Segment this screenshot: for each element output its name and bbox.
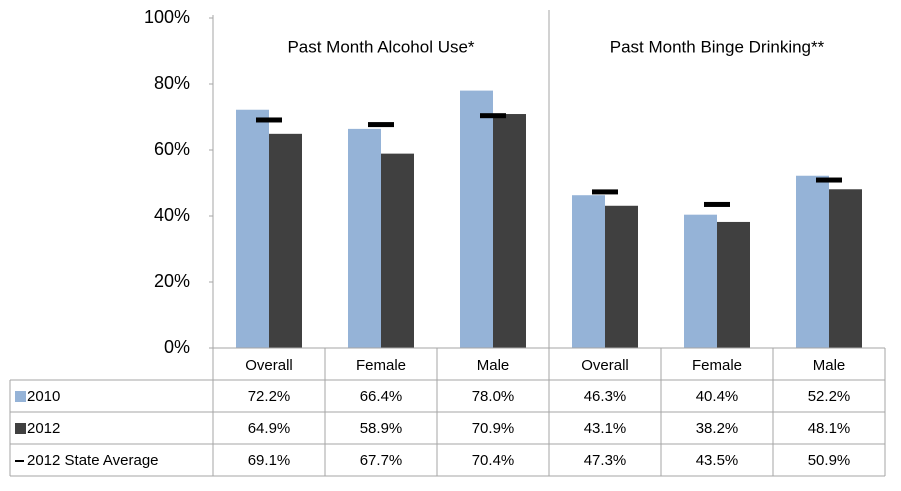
table-value: 48.1% xyxy=(808,420,851,437)
legend-swatch xyxy=(15,391,26,402)
table-value: 43.1% xyxy=(584,420,627,437)
legend-label: 2012 xyxy=(27,420,60,437)
group-label: Past Month Binge Drinking** xyxy=(610,37,825,56)
state-average-marker xyxy=(816,177,842,183)
y-tick-label: 0% xyxy=(164,337,190,357)
bar xyxy=(348,128,381,348)
bar xyxy=(717,221,750,348)
bar xyxy=(572,195,605,348)
bar xyxy=(460,90,493,348)
state-average-marker xyxy=(256,117,282,123)
state-average-marker xyxy=(480,113,506,119)
bar xyxy=(684,214,717,348)
table-value: 50.9% xyxy=(808,452,851,469)
x-tick-label: Female xyxy=(356,357,406,374)
group-label: Past Month Alcohol Use* xyxy=(287,37,474,56)
state-average-marker xyxy=(368,122,394,128)
bar xyxy=(236,109,269,349)
legend-swatch xyxy=(15,460,24,462)
table-value: 67.7% xyxy=(360,452,403,469)
legend-label: 2010 xyxy=(27,388,60,405)
legend-swatch xyxy=(15,423,26,434)
table-value: 46.3% xyxy=(584,388,627,405)
state-average-marker xyxy=(704,201,730,207)
table-value: 64.9% xyxy=(248,420,291,437)
x-tick-label: Overall xyxy=(581,357,629,374)
x-tick-label: Male xyxy=(477,357,510,374)
bar xyxy=(381,153,414,348)
y-tick-label: 60% xyxy=(154,139,190,159)
table-value: 43.5% xyxy=(696,452,739,469)
x-tick-label: Male xyxy=(813,357,846,374)
x-tick-label: Female xyxy=(692,357,742,374)
legend-label: 2012 State Average xyxy=(27,452,159,469)
table-value: 47.3% xyxy=(584,452,627,469)
table-value: 69.1% xyxy=(248,452,291,469)
table-value: 58.9% xyxy=(360,420,403,437)
bar xyxy=(269,133,302,348)
table-value: 38.2% xyxy=(696,420,739,437)
table-value: 70.9% xyxy=(472,420,515,437)
state-average-marker xyxy=(592,189,618,195)
bar xyxy=(493,114,526,348)
table-value: 70.4% xyxy=(472,452,515,469)
table-value: 72.2% xyxy=(248,388,291,405)
y-tick-label: 80% xyxy=(154,73,190,93)
table-value: 78.0% xyxy=(472,388,515,405)
y-tick-label: 40% xyxy=(154,205,190,225)
y-tick-label: 100% xyxy=(144,7,190,27)
x-tick-label: Overall xyxy=(245,357,293,374)
y-tick-label: 20% xyxy=(154,271,190,291)
table-value: 66.4% xyxy=(360,388,403,405)
table-value: 52.2% xyxy=(808,388,851,405)
bar xyxy=(829,189,862,348)
bar xyxy=(796,175,829,348)
bar xyxy=(605,205,638,348)
table-value: 40.4% xyxy=(696,388,739,405)
